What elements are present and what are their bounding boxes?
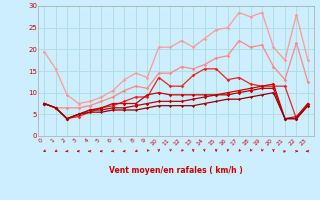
X-axis label: Vent moyen/en rafales ( km/h ): Vent moyen/en rafales ( km/h ) bbox=[109, 166, 243, 175]
